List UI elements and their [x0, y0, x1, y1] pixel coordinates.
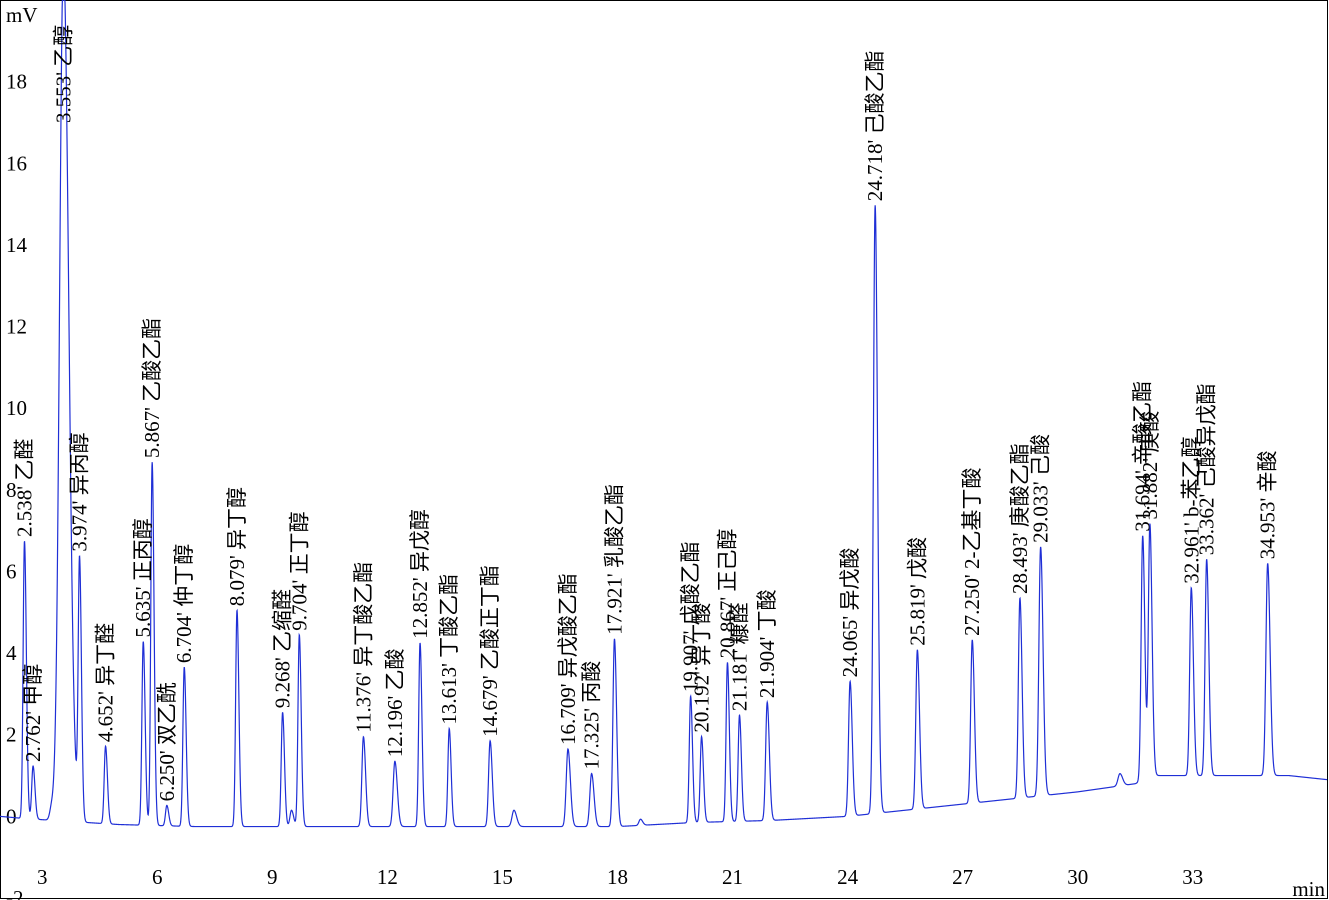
x-tick-label: 18 [607, 865, 628, 889]
y-tick-label: 0 [6, 804, 17, 828]
peak-label: 31.882' 庚酸 [1138, 411, 1162, 520]
y-tick-label: -2 [6, 886, 24, 900]
peak-label: 25.819' 戊酸 [905, 537, 929, 646]
x-tick-label: 15 [492, 865, 513, 889]
y-tick-label: 10 [6, 396, 27, 420]
peak-label: 9.268' 乙缩醛 [271, 589, 295, 708]
peak-label: 12.196' 乙酸 [383, 648, 407, 757]
peak-label: 24.718' 己酸乙酯 [863, 50, 887, 201]
x-tick-label: 27 [952, 865, 973, 889]
peak-label: 24.065' 异戊酸 [838, 548, 862, 678]
peak-label: 33.362' 己酸异戊酯 [1195, 383, 1219, 555]
peak-label: 3.553' 乙醇 [51, 25, 75, 123]
x-axis-ticks: 3 6 9 12 15 18 21 24 27 30 33 [37, 865, 1203, 889]
x-tick-label: 33 [1182, 865, 1203, 889]
peak-label: 20.192' 异丁酸 [690, 603, 714, 733]
y-tick-label: 2 [6, 723, 17, 747]
x-tick-label: 9 [267, 865, 278, 889]
y-tick-label: 18 [6, 70, 27, 94]
peak-label: 32.961' b-苯乙醇 [1179, 437, 1203, 584]
x-tick-label: 6 [152, 865, 163, 889]
peak-label: 21.181' 糠醛 [727, 602, 751, 711]
peak-label: 2.538' 乙醛 [12, 439, 36, 537]
peak-label: 9.704' 正丁醇 [287, 511, 311, 630]
peak-label: 8.079' 异丁醇 [225, 487, 249, 606]
y-tick-label: 16 [6, 151, 27, 175]
peak-label: 3.974' 异丙醇 [68, 432, 92, 551]
peak-label: 28.493' 庚酸乙酯 [1008, 443, 1032, 594]
x-tick-label: 21 [722, 865, 743, 889]
peak-label: 6.250' 双乙酰 [155, 682, 179, 801]
y-tick-label: 12 [6, 315, 27, 339]
x-tick-label: 3 [37, 865, 48, 889]
peak-label: 2.762' 甲醇 [21, 664, 45, 762]
peak-label: 14.679' 乙酸正丁酯 [478, 565, 502, 737]
y-axis-unit-label: mV [6, 3, 38, 27]
y-tick-label: 6 [6, 559, 17, 583]
x-tick-label: 12 [377, 865, 398, 889]
y-tick-label: 4 [6, 641, 17, 665]
peak-label: 16.709' 异戊酸乙酯 [556, 573, 580, 745]
peak-label: 27.250' 2-乙基丁酸 [960, 468, 984, 636]
peak-label: 12.852' 异戊醇 [408, 509, 432, 639]
peak-label: 19.907' 戊酸乙酯 [679, 541, 703, 692]
peak-label: 17.921' 乳酸乙酯 [602, 484, 626, 635]
y-tick-label: 8 [6, 478, 17, 502]
peak-label: 17.325' 丙酸 [580, 661, 604, 770]
peak-label: 5.867' 乙酸乙酯 [140, 318, 164, 458]
peak-label: 34.953' 辛酸 [1256, 450, 1280, 559]
peak-label: 6.704' 仲丁醇 [172, 544, 196, 663]
x-tick-label: 24 [837, 865, 859, 889]
y-axis-ticks: -2 0 2 4 6 8 10 12 14 16 18 [6, 70, 28, 900]
x-tick-label: 30 [1067, 865, 1088, 889]
chromatogram-trace-group [0, 0, 1328, 828]
y-tick-label: 14 [6, 233, 28, 257]
peak-label: 4.652' 异丁醛 [94, 623, 118, 742]
peak-label: 21.904' 丁酸 [755, 589, 779, 698]
peak-labels: 2.538' 乙醛 2.762' 甲醇 3.553' 乙醇 3.974' 异丙醇 4.6… [12, 25, 1279, 802]
x-axis-unit-label: min [1292, 877, 1325, 900]
peak-label: 31.694' 辛酸乙酯 [1131, 381, 1155, 532]
peak-label: 13.613' 丁酸乙酯 [437, 574, 461, 725]
peak-label: 11.376' 异丁酸乙酯 [351, 562, 375, 733]
peak-label: 20.867' 正己醇 [715, 529, 739, 659]
peak-label: 5.635' 正丙醇 [131, 518, 155, 637]
chromatogram-trace [0, 0, 1328, 828]
peak-label: 29.033' 己酸 [1029, 434, 1053, 543]
